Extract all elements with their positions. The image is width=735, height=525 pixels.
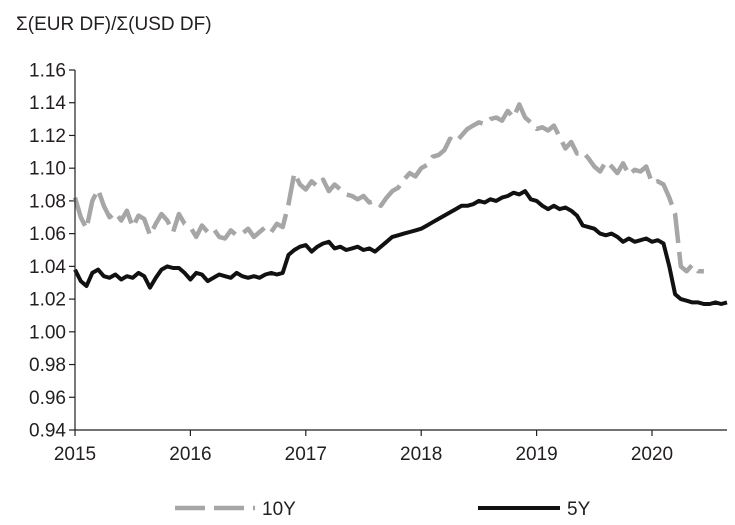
x-tick-label: 2016 <box>169 444 211 465</box>
x-tick-label: 2018 <box>400 444 442 465</box>
x-tick-label: 2015 <box>54 444 96 465</box>
series-line-10y <box>72 102 704 274</box>
y-tick-label: 1.12 <box>29 126 66 147</box>
x-tick-label: 2017 <box>285 444 327 465</box>
series-layer <box>72 102 728 306</box>
x-tick-label: 2019 <box>515 444 557 465</box>
y-axis-ticks: 0.94 0.96 0.98 1.00 1.02 1.04 1.06 1.08 1.10 1.12… <box>29 61 75 442</box>
y-tick-label: 1.00 <box>29 322 66 343</box>
y-axis-title: Σ(EUR DF)/Σ(USD DF) <box>16 14 212 35</box>
y-tick-label: 1.16 <box>29 61 66 82</box>
legend-label-10y: 10Y <box>262 499 296 520</box>
y-tick-label: 0.96 <box>29 388 66 409</box>
y-tick-label: 1.10 <box>29 159 66 180</box>
y-tick-label: 0.98 <box>29 355 66 376</box>
y-tick-label: 1.14 <box>29 93 66 114</box>
legend: 10Y 5Y <box>175 499 591 520</box>
y-tick-label: 1.08 <box>29 191 66 212</box>
x-tick-label: 2020 <box>631 444 673 465</box>
y-tick-label: 1.06 <box>29 224 66 245</box>
y-tick-label: 1.02 <box>29 290 66 311</box>
series-line-5y <box>73 189 728 306</box>
legend-label-5y: 5Y <box>567 499 591 520</box>
y-tick-label: 0.94 <box>29 421 66 442</box>
y-tick-label: 1.04 <box>29 257 66 278</box>
x-axis-ticks: 2015 2016 2017 2018 2019 2020 <box>54 430 673 465</box>
